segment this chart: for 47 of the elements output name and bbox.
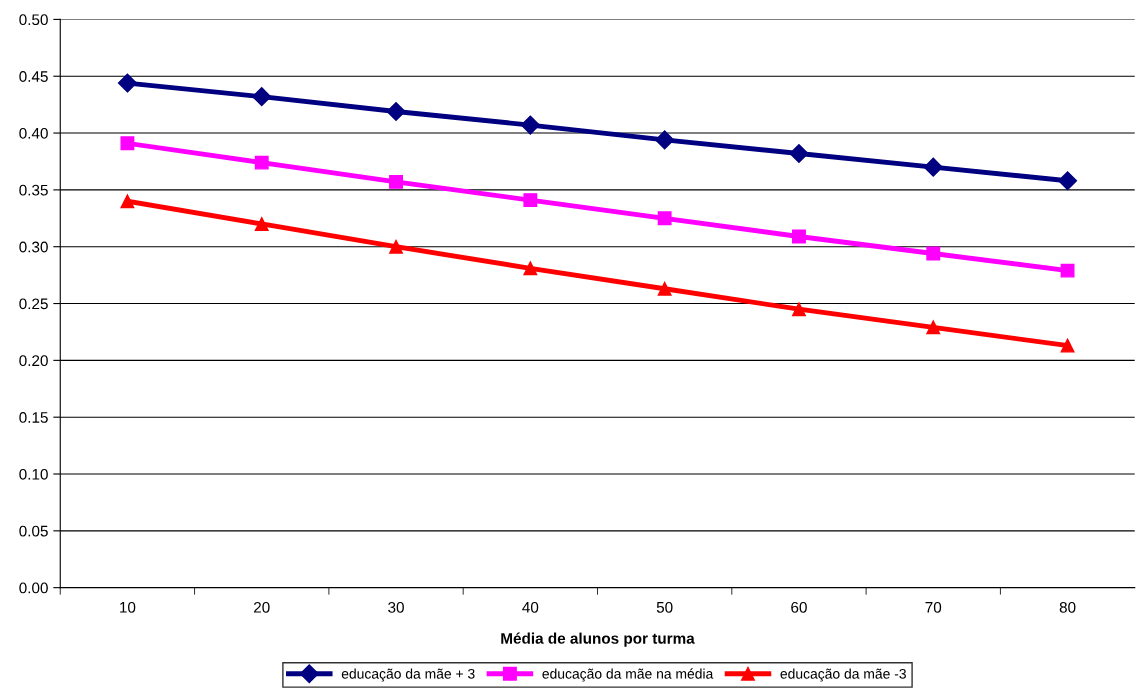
point (254, 217, 269, 231)
point (523, 193, 538, 208)
legend-label: educação da mãe + 3 (341, 668, 475, 682)
point (923, 157, 943, 177)
point (520, 115, 540, 135)
y-tick-label: 0.15 (19, 412, 48, 423)
y-tick-label: 0.45 (19, 71, 48, 82)
point (789, 143, 809, 164)
point (1058, 171, 1078, 191)
point (926, 246, 941, 261)
point (657, 281, 672, 296)
point (120, 194, 135, 209)
x-tick-label: 70 (925, 601, 942, 613)
legend-label: educação da mãe -3 (780, 668, 906, 682)
y-tick-label: 0.35 (19, 184, 48, 196)
point (792, 229, 806, 244)
y-tick-label: 0.25 (19, 298, 48, 310)
y-tick-label: 0.20 (19, 355, 48, 367)
point (389, 239, 403, 254)
x-tick-label: 80 (1059, 601, 1076, 613)
legend-label: educação da mãe na média (542, 668, 714, 682)
x-tick-label: 10 (120, 601, 136, 613)
y-tick-label: 0.05 (19, 525, 48, 537)
point (389, 174, 403, 189)
y-tick-label: 0.00 (19, 582, 48, 594)
y-tick-label: 0.10 (19, 468, 48, 480)
point (926, 320, 941, 335)
point (523, 261, 538, 276)
y-tick-label: 0.40 (19, 127, 48, 139)
x-tick-label: 20 (254, 601, 270, 613)
y-tick-label: 0.50 (19, 14, 48, 26)
point (254, 155, 269, 170)
point (386, 101, 406, 121)
x-tick-label: 30 (388, 601, 404, 613)
x-tick-label: 40 (522, 601, 539, 613)
point (792, 302, 806, 317)
y-tick-label: 0.30 (19, 241, 48, 253)
point (252, 87, 272, 107)
point (655, 130, 675, 150)
x-axis-title: Média de alunos por turma (501, 632, 695, 647)
x-tick-label: 50 (656, 601, 673, 613)
point (120, 136, 135, 151)
point (657, 211, 672, 226)
point (1060, 338, 1075, 353)
point (1060, 263, 1075, 278)
x-tick-label: 60 (791, 601, 807, 613)
point (117, 73, 137, 93)
